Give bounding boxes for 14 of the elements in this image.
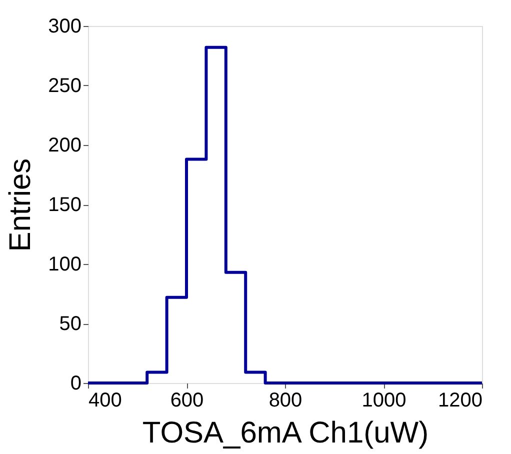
y-tick-label: 0 [70, 372, 82, 394]
y-tick-label: 50 [59, 313, 82, 335]
x-tick-label: 800 [268, 390, 302, 412]
y-tick-label: 200 [48, 134, 82, 156]
y-tick-label: 250 [48, 75, 82, 97]
x-tick-label: 1200 [438, 390, 482, 412]
x-tick-label: 1000 [362, 390, 406, 412]
x-axis-title: TOSA_6mA Ch1(uW) [142, 416, 429, 450]
y-tick-label: 150 [48, 194, 82, 216]
x-tick-label: 600 [170, 390, 204, 412]
x-tick-label: 400 [88, 390, 122, 412]
y-tick-label: 300 [48, 16, 82, 38]
y-tick-label: 100 [48, 254, 82, 276]
y-axis-title: Entries [4, 158, 38, 252]
